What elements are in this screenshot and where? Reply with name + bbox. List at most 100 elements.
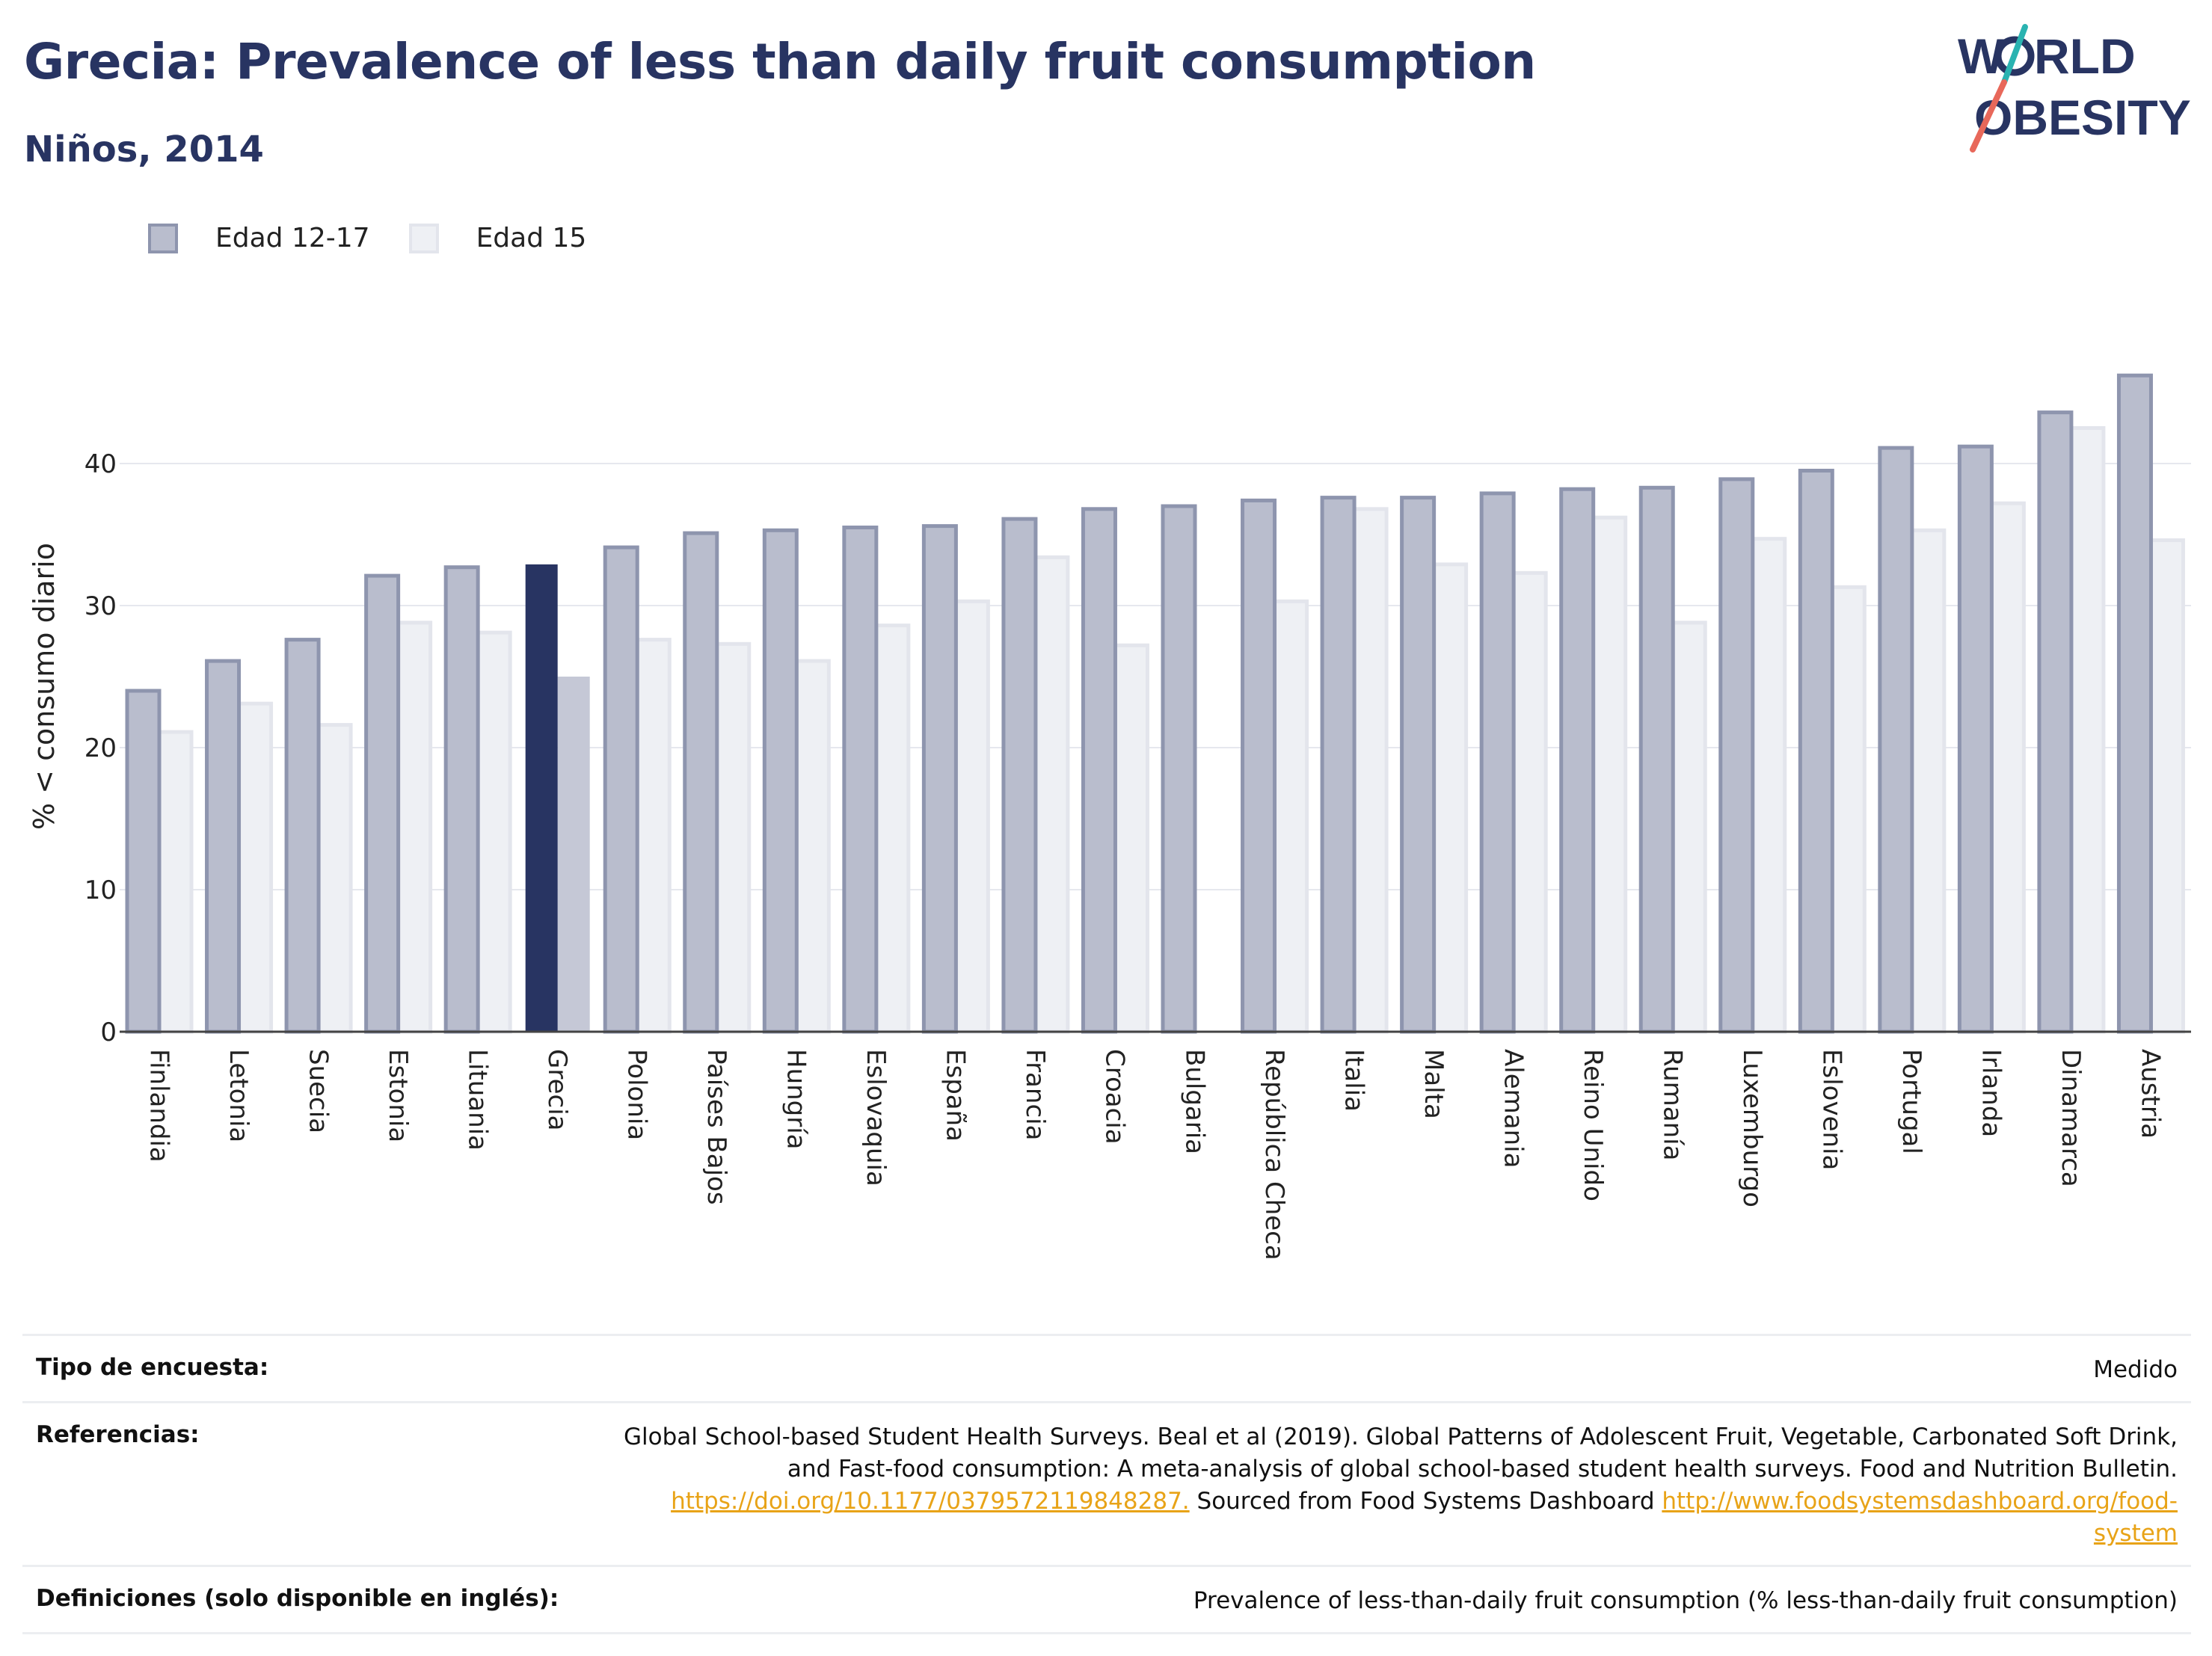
x-tick-label: Eslovaquia xyxy=(861,1049,891,1186)
bar-edad-12-17 xyxy=(842,526,879,1034)
bar-edad-12-17 xyxy=(1798,469,1834,1034)
x-tick-label: Finlandia xyxy=(144,1049,173,1163)
x-tick-label: Lituania xyxy=(462,1049,492,1151)
chart-legend: Edad 12-17 Edad 15 xyxy=(148,223,625,253)
y-axis-title: % < consumo diario xyxy=(28,543,61,830)
bar-edad-15 xyxy=(1910,528,1947,1034)
bar-edad-15 xyxy=(1432,562,1469,1034)
bar-edad-12-17 xyxy=(1479,491,1516,1034)
survey-type-label: Tipo de encuesta: xyxy=(36,1354,269,1381)
legend-swatch-edad-15 xyxy=(408,223,439,253)
bar-edad-12-17 xyxy=(1241,498,1277,1034)
bar-edad-15 xyxy=(1273,599,1309,1034)
bar-edad-15 xyxy=(396,621,433,1034)
bar-edad-15 xyxy=(316,723,353,1034)
references-text: Global School-based Student Health Surve… xyxy=(624,1423,2178,1483)
x-tick-label: Rumanía xyxy=(1658,1049,1688,1160)
y-tick-label: 30 xyxy=(85,591,117,621)
bar-edad-12-17 xyxy=(921,524,958,1034)
bar-edad-12-17 xyxy=(443,565,480,1034)
y-tick-label: 10 xyxy=(85,875,117,905)
bar-edad-12-17 xyxy=(1638,485,1675,1034)
x-tick-label: Reino Unido xyxy=(1578,1049,1608,1201)
bar-edad-15 xyxy=(1671,621,1707,1034)
bar-edad-15 xyxy=(476,630,512,1034)
bar-edad-15 xyxy=(1751,537,1787,1034)
survey-type-value: Medido xyxy=(2093,1356,2178,1383)
x-tick-label: Bulgaria xyxy=(1179,1049,1209,1154)
x-tick-label: Grecia xyxy=(542,1049,572,1130)
bar-edad-15 xyxy=(1591,515,1628,1034)
bar-edad-15 xyxy=(1511,570,1548,1034)
x-tick-label: Eslovenia xyxy=(1817,1049,1847,1170)
food-systems-link[interactable]: http://www.foodsystemsdashboard.org/food… xyxy=(1662,1488,2178,1547)
bar-edad-12-17 xyxy=(525,564,558,1032)
bar-edad-15 xyxy=(2148,538,2185,1034)
bar-edad-15 xyxy=(2069,426,2106,1034)
bar-edad-15 xyxy=(715,641,752,1034)
x-tick-label: Alemania xyxy=(1498,1049,1528,1168)
x-tick-label: Italia xyxy=(1339,1049,1368,1112)
x-tick-label: España xyxy=(941,1049,971,1142)
info-table: Tipo de encuesta: Medido Referencias: Gl… xyxy=(22,1334,2191,1634)
x-tick-label: República Checa xyxy=(1259,1049,1289,1261)
bar-edad-12-17 xyxy=(2116,373,2153,1034)
bar-edad-15 xyxy=(635,638,672,1034)
bar-edad-15 xyxy=(157,730,194,1034)
bar-edad-12-17 xyxy=(1878,446,1914,1034)
references-source-text: Sourced from Food Systems Dashboard xyxy=(1196,1488,1655,1515)
references-label: Referencias: xyxy=(36,1421,200,1448)
bar-edad-12-17 xyxy=(364,573,401,1034)
x-tick-label: Francia xyxy=(1020,1049,1050,1140)
y-tick-label: 0 xyxy=(100,1018,117,1047)
y-tick-label: 40 xyxy=(85,449,117,479)
x-tick-label: Suecia xyxy=(303,1049,333,1133)
survey-type-row: Tipo de encuesta: Medido xyxy=(22,1334,2191,1401)
bar-edad-15 xyxy=(1113,643,1149,1034)
x-tick-label: Malta xyxy=(1419,1049,1448,1119)
bar-edad-12-17 xyxy=(125,689,162,1034)
chart-subtitle: Niños, 2014 xyxy=(24,129,264,170)
bar-edad-12-17 xyxy=(603,545,639,1034)
chart-title: Grecia: Prevalence of less than daily fr… xyxy=(24,33,1536,90)
x-tick-label: Hungría xyxy=(781,1049,811,1150)
doi-link[interactable]: https://doi.org/10.1177/0379572119848287… xyxy=(671,1488,1190,1515)
x-tick-label: Dinamarca xyxy=(2056,1049,2086,1187)
bar-edad-12-17 xyxy=(1718,477,1755,1034)
legend-label-edad-15: Edad 15 xyxy=(476,223,587,253)
bar-edad-12-17 xyxy=(1957,444,1994,1034)
x-tick-label: Irlanda xyxy=(1976,1049,2006,1137)
bar-edad-12-17 xyxy=(1161,504,1197,1034)
bar-edad-15 xyxy=(874,624,911,1034)
x-tick-label: Portugal xyxy=(1896,1049,1926,1154)
bar-edad-12-17 xyxy=(284,638,321,1034)
bar-edad-12-17 xyxy=(762,528,799,1034)
world-obesity-logo: W RLD OBESITY xyxy=(1958,24,2191,153)
legend-item-edad-12-17[interactable]: Edad 12-17 xyxy=(148,223,370,253)
logo-obesity: OBESITY xyxy=(1974,90,2191,145)
x-tick-label: Letonia xyxy=(224,1049,254,1142)
bar-edad-15 xyxy=(557,677,590,1032)
bar-edad-12-17 xyxy=(683,531,719,1034)
x-tick-label: Estonia xyxy=(383,1049,413,1142)
x-tick-label: Países Bajos xyxy=(701,1049,731,1205)
definitions-label: Definiciones (solo disponible en inglés)… xyxy=(36,1585,559,1612)
legend-swatch-edad-12-17 xyxy=(148,223,178,253)
bar-chart: 0 10 20 30 40 % < consumo diario Finlandia Leto… xyxy=(28,373,2191,1261)
bar-edad-12-17 xyxy=(1001,517,1038,1034)
y-tick-label: 20 xyxy=(85,733,117,763)
references-row: Referencias: Global School-based Student… xyxy=(22,1401,2191,1565)
bar-edad-15 xyxy=(237,701,274,1034)
bar-edad-15 xyxy=(1989,501,2026,1034)
bar-edad-12-17 xyxy=(2037,410,2074,1034)
bar-edad-12-17 xyxy=(1320,496,1357,1034)
x-tick-label: Croacia xyxy=(1100,1049,1130,1145)
references-value: Global School-based Student Health Surve… xyxy=(600,1421,2178,1550)
bar-edad-15 xyxy=(1352,507,1389,1034)
bar-edad-15 xyxy=(1830,585,1867,1034)
bar-edad-15 xyxy=(953,599,990,1034)
definitions-row: Definiciones (solo disponible en inglés)… xyxy=(22,1565,2191,1634)
legend-item-edad-15[interactable]: Edad 15 xyxy=(408,223,587,253)
logo-rld: RLD xyxy=(2034,28,2136,84)
x-tick-label: Luxemburgo xyxy=(1737,1049,1767,1207)
